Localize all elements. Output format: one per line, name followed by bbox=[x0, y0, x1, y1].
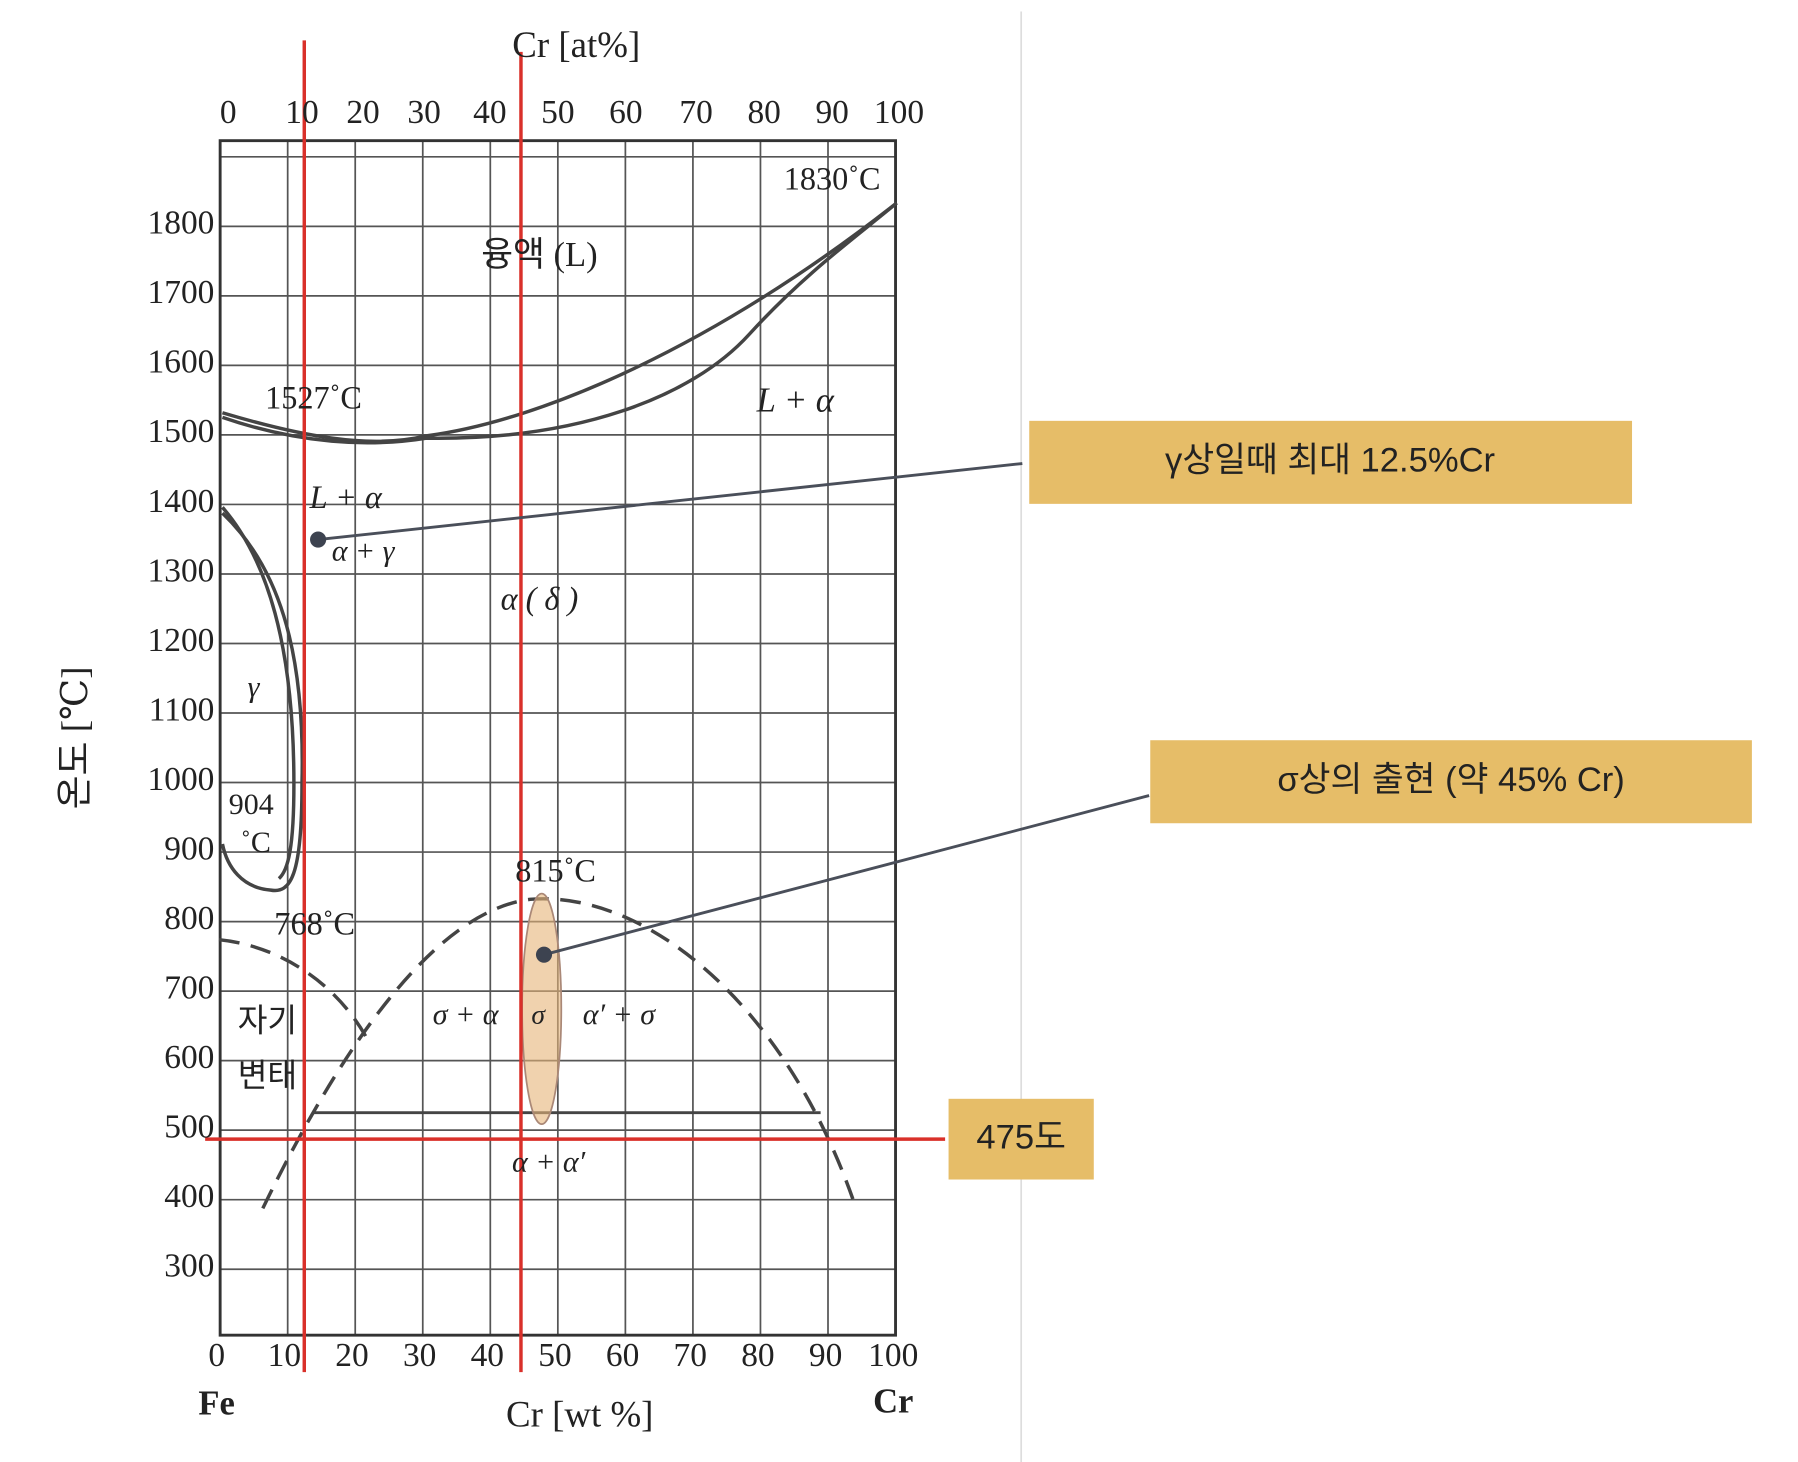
top-tick-label: 80 bbox=[747, 94, 780, 131]
region-label: 768˚C bbox=[274, 905, 355, 941]
region-label: σ + α bbox=[433, 998, 500, 1031]
connectors bbox=[317, 462, 1150, 957]
left-tick-label: 1500 bbox=[148, 413, 215, 450]
phase-curves bbox=[218, 201, 898, 1210]
gamma-loop-outer bbox=[220, 511, 304, 893]
region-label: L + α bbox=[756, 381, 835, 419]
region-label: ˚C bbox=[241, 826, 271, 859]
bottom-axis-title: Cr [wt %] bbox=[506, 1394, 653, 1435]
bottom-tick-label: 100 bbox=[868, 1337, 918, 1374]
bottom-tick-label: 20 bbox=[335, 1337, 368, 1374]
bottom-tick-label: 0 bbox=[208, 1337, 225, 1374]
bottom-right-end: Cr bbox=[873, 1382, 913, 1420]
top-tick-label: 20 bbox=[346, 94, 379, 131]
region-label: 815˚C bbox=[515, 852, 596, 888]
left-tick-label: 1600 bbox=[148, 344, 215, 381]
left-tick-label: 600 bbox=[164, 1039, 214, 1076]
callout-text: 475도 bbox=[976, 1118, 1065, 1156]
left-tick-label: 500 bbox=[164, 1108, 214, 1145]
region-label: L + α bbox=[309, 479, 383, 515]
region-label: 자기 bbox=[238, 1002, 297, 1038]
callout-text: σ상의 출현 (약 45% Cr) bbox=[1277, 761, 1624, 799]
region-label: γ bbox=[248, 670, 261, 703]
region-label: 1527˚C bbox=[265, 380, 362, 416]
top-tick-label: 40 bbox=[473, 94, 506, 131]
region-label: σ bbox=[531, 998, 546, 1029]
callout-box bbox=[1150, 740, 1752, 824]
connector-dot bbox=[535, 946, 553, 963]
region-label: 변태 bbox=[238, 1058, 297, 1094]
region-label: 1830˚C bbox=[784, 161, 881, 197]
top-tick-label: 90 bbox=[815, 94, 848, 131]
left-tick-label: 300 bbox=[164, 1248, 214, 1285]
left-tick-label: 1000 bbox=[148, 761, 215, 798]
top-tick-label: 70 bbox=[679, 94, 712, 131]
left-tick-label: 1100 bbox=[149, 691, 215, 728]
region-label: α′ + σ bbox=[583, 998, 656, 1031]
left-axis-title: 온도 [℃] bbox=[54, 666, 95, 809]
left-tick-label: 1700 bbox=[148, 274, 215, 311]
connector bbox=[317, 462, 1023, 542]
top-tick-label: 50 bbox=[541, 94, 574, 131]
top-axis-title: Cr [at%] bbox=[512, 24, 640, 65]
bottom-tick-label: 90 bbox=[809, 1337, 842, 1374]
sigma-boundary bbox=[261, 897, 855, 1210]
left-tick-label: 1300 bbox=[148, 552, 215, 589]
left-tick-label: 700 bbox=[164, 969, 214, 1006]
liquidus bbox=[221, 201, 898, 444]
left-tick-label: 800 bbox=[164, 900, 214, 937]
callout-box bbox=[1029, 420, 1633, 504]
bottom-tick-label: 70 bbox=[674, 1337, 707, 1374]
plot-frame bbox=[218, 139, 897, 1337]
bottom-tick-label: 30 bbox=[403, 1337, 436, 1374]
guide-lines bbox=[205, 40, 946, 1373]
solidus bbox=[221, 201, 898, 445]
bottom-tick-label: 40 bbox=[471, 1337, 504, 1374]
bottom-tick-label: 50 bbox=[538, 1337, 571, 1374]
left-tick-label: 900 bbox=[164, 830, 214, 867]
left-tick-label: 1800 bbox=[148, 205, 215, 242]
top-tick-label: 60 bbox=[609, 94, 642, 131]
region-label: 904 bbox=[229, 788, 274, 821]
callout-box bbox=[948, 1098, 1094, 1180]
left-tick-label: 1400 bbox=[148, 483, 215, 520]
left-tick-label: 1200 bbox=[148, 622, 215, 659]
bottom-left-end: Fe bbox=[198, 1385, 234, 1423]
callout-text: γ상일때 최대 12.5%Cr bbox=[1165, 441, 1495, 479]
left-tick-label: 400 bbox=[164, 1178, 214, 1215]
region-label: α ( δ ) bbox=[501, 580, 579, 616]
top-tick-label: 100 bbox=[874, 94, 924, 131]
bottom-tick-label: 10 bbox=[268, 1337, 301, 1374]
region-label: 융액 (L) bbox=[481, 236, 597, 274]
top-tick-label: 0 bbox=[220, 94, 237, 131]
bottom-tick-label: 80 bbox=[741, 1337, 774, 1374]
region-label: α + γ bbox=[332, 534, 396, 567]
top-tick-label: 30 bbox=[407, 94, 440, 131]
connector-dot bbox=[310, 531, 327, 548]
bottom-tick-label: 60 bbox=[606, 1337, 639, 1374]
connector bbox=[543, 794, 1150, 957]
region-label: α + α′ bbox=[512, 1145, 586, 1178]
gamma-loop-inner bbox=[221, 506, 296, 880]
top-tick-label: 10 bbox=[285, 94, 318, 131]
